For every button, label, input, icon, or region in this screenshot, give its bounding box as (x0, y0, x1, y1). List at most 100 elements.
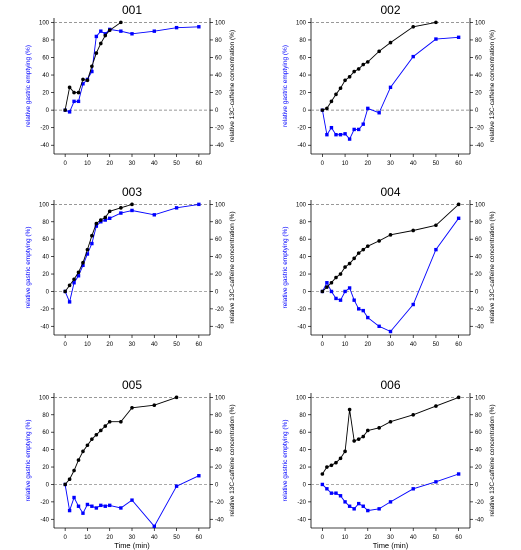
y-tick-label-left: 100 (39, 20, 50, 26)
y-tick-label-left: 80 (42, 413, 49, 419)
caffeine-data-point (320, 472, 325, 476)
y-tick-label-left: 60 (42, 55, 49, 61)
y-tick-label-right: 60 (215, 430, 222, 436)
caffeine-data-point (361, 434, 366, 439)
y-tick-label-left: 20 (42, 272, 49, 278)
y-tick-label-left: 20 (299, 272, 306, 278)
gastric-emptying-data-point (325, 281, 329, 285)
gastric-emptying-data-point (329, 125, 334, 130)
y-tick-label-right: 100 (215, 20, 226, 26)
gastric-emptying-data-point (377, 507, 381, 511)
y-axis-label-left: relative gastric emptying (%) (25, 227, 32, 309)
caffeine-data-point (103, 424, 108, 428)
y-tick-label-right: -20 (475, 307, 484, 313)
x-tick-label: 0 (63, 161, 67, 167)
y-tick-label-right: 100 (475, 395, 486, 401)
gastric-emptying-data-point (76, 274, 81, 278)
gastric-emptying-data-point (456, 35, 461, 40)
caffeine-data-point (361, 62, 366, 67)
x-tick-label: 60 (196, 342, 203, 348)
y-tick-label-right: 80 (475, 413, 482, 419)
y-tick-label-left: -20 (40, 307, 49, 313)
caffeine-data-point (85, 443, 90, 448)
caffeine-data-point (94, 433, 99, 437)
y-axis-label-right: relative 13C-caffeine concentration (%) (489, 404, 496, 516)
x-tick-label: 50 (173, 161, 180, 167)
y-tick-label-left: 0 (46, 289, 50, 295)
caffeine-data-point (67, 283, 72, 288)
x-tick-label: 10 (84, 342, 91, 348)
y-axis-label-right: relative 13C-caffeine concentration (%) (489, 30, 496, 142)
chart-title: 002 (380, 3, 400, 17)
chart-title: 001 (122, 3, 142, 17)
gastric-emptying-data-point (119, 29, 123, 33)
gastric-emptying-series-line (64, 26, 199, 113)
caffeine-data-point (107, 419, 112, 424)
y-tick-label-right: 60 (475, 430, 482, 436)
gastric-emptying-data-point (456, 216, 461, 220)
gastric-emptying-data-point (347, 137, 352, 141)
gastric-emptying-data-point (338, 132, 343, 137)
gastric-emptying-data-point (81, 82, 85, 86)
caffeine-data-point (85, 247, 90, 252)
caffeine-data-point (81, 449, 85, 454)
caffeine-data-point (456, 202, 461, 207)
y-tick-label-left: 40 (299, 73, 306, 79)
x-tick-label: 20 (106, 342, 113, 348)
gastric-emptying-data-point (343, 132, 347, 136)
x-tick-label: 0 (321, 535, 325, 541)
y-tick-label-left: 60 (299, 55, 306, 61)
caffeine-series-line (322, 21, 436, 111)
gastric-emptying-data-point (197, 25, 201, 29)
gastric-emptying-data-point (334, 132, 338, 137)
x-tick-label: 50 (433, 161, 440, 167)
y-tick-label-right: 40 (475, 448, 482, 454)
y-tick-label-left: 0 (303, 108, 307, 114)
y-tick-label-right: -40 (215, 143, 224, 149)
y-tick-label-left: 40 (299, 255, 306, 261)
caffeine-data-point (388, 233, 393, 237)
y-axis-label-left: relative gastric emptying (%) (282, 227, 289, 309)
y-tick-label-left: 0 (303, 482, 307, 488)
y-tick-label-right: -40 (215, 324, 224, 330)
y-tick-label-left: -40 (40, 324, 49, 330)
caffeine-data-point (347, 74, 352, 79)
caffeine-data-point (347, 407, 352, 412)
x-tick-label: 10 (84, 161, 91, 167)
caffeine-data-point (361, 247, 366, 252)
gastric-emptying-data-point (152, 213, 156, 217)
y-tick-label-right: -40 (215, 517, 224, 523)
y-tick-label-right: -20 (475, 500, 484, 506)
y-tick-label-left: 60 (299, 237, 306, 243)
y-axis-label-left: relative gastric emptying (%) (25, 45, 32, 127)
chart-title: 005 (122, 378, 142, 392)
caffeine-data-point (343, 78, 347, 83)
gastric-emptying-data-point (197, 474, 201, 478)
caffeine-data-point (329, 99, 334, 104)
gastric-emptying-data-point (197, 202, 201, 207)
x-tick-label: 60 (196, 535, 203, 541)
y-axis-label-right: relative 13C-caffeine concentration (%) (229, 211, 236, 323)
y-tick-label-right: 40 (215, 73, 222, 79)
y-axis-label-right: relative 13C-caffeine concentration (%) (489, 211, 496, 323)
y-tick-label-right: 20 (475, 465, 482, 471)
gastric-emptying-data-point (174, 25, 179, 30)
caffeine-data-point (338, 456, 343, 461)
caffeine-data-point (356, 67, 361, 71)
y-tick-label-left: 0 (303, 289, 307, 295)
x-tick-label: 60 (455, 161, 462, 167)
y-tick-label-right: 80 (475, 38, 482, 44)
y-tick-label-right: -20 (215, 126, 224, 132)
caffeine-data-point (352, 256, 356, 261)
y-tick-label-right: -20 (475, 126, 484, 132)
gastric-emptying-data-point (361, 308, 365, 313)
y-tick-label-right: 0 (215, 289, 219, 295)
caffeine-data-point (334, 460, 338, 465)
y-tick-label-right: 60 (215, 237, 222, 243)
y-tick-label-left: 20 (299, 465, 306, 471)
caffeine-data-point (347, 261, 352, 266)
x-tick-label: 30 (129, 535, 136, 541)
gastric-emptying-data-point (99, 503, 103, 508)
gastric-emptying-data-point (130, 32, 134, 36)
caffeine-data-point (99, 218, 103, 222)
